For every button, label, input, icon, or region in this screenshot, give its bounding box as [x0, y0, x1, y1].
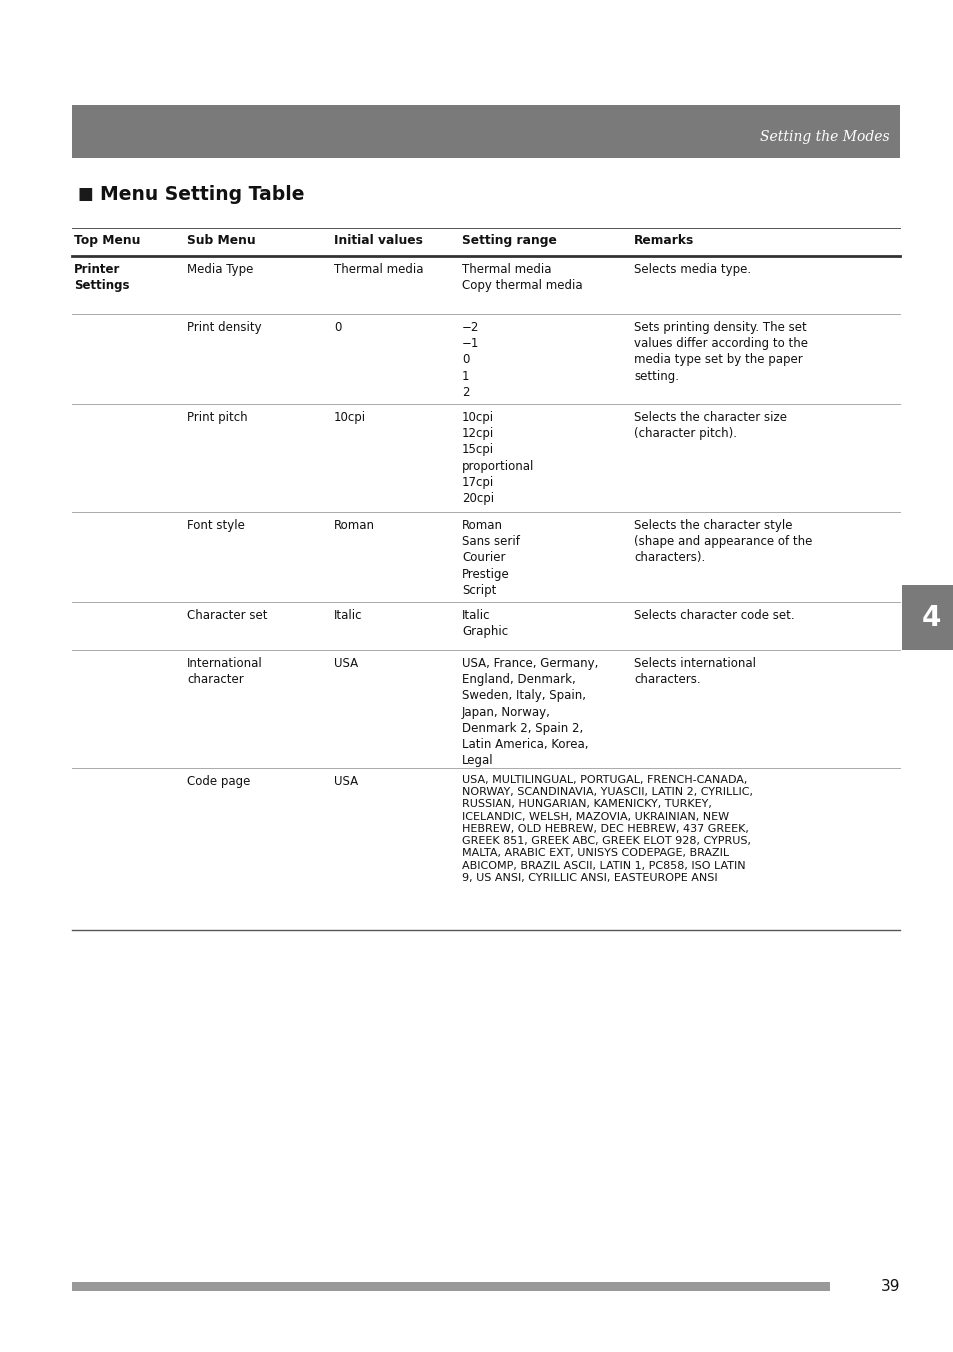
Text: International
character: International character — [187, 657, 262, 685]
Text: Code page: Code page — [187, 775, 250, 788]
Text: Selects international
characters.: Selects international characters. — [634, 657, 755, 687]
Text: Roman
Sans serif
Courier
Prestige
Script: Roman Sans serif Courier Prestige Script — [461, 519, 519, 596]
Text: Setting the Modes: Setting the Modes — [760, 130, 889, 143]
Text: Top Menu: Top Menu — [74, 234, 140, 247]
Text: Selects the character size
(character pitch).: Selects the character size (character pi… — [634, 411, 786, 441]
Text: 0: 0 — [334, 320, 341, 334]
Text: Thermal media: Thermal media — [334, 264, 423, 276]
Text: Remarks: Remarks — [634, 234, 694, 247]
Text: Character set: Character set — [187, 608, 267, 622]
Text: Setting range: Setting range — [461, 234, 557, 247]
Text: 10cpi
12cpi
15cpi
proportional
17cpi
20cpi: 10cpi 12cpi 15cpi proportional 17cpi 20c… — [461, 411, 534, 506]
Text: Font style: Font style — [187, 519, 245, 531]
Bar — [71, 1282, 829, 1291]
Text: Selects the character style
(shape and appearance of the
characters).: Selects the character style (shape and a… — [634, 519, 812, 564]
Text: −2
−1
0
1
2: −2 −1 0 1 2 — [461, 320, 478, 399]
Bar — [71, 105, 899, 158]
Text: 10cpi: 10cpi — [334, 411, 366, 425]
Text: USA, France, Germany,
England, Denmark,
Sweden, Italy, Spain,
Japan, Norway,
Den: USA, France, Germany, England, Denmark, … — [461, 657, 598, 767]
Text: Sets printing density. The set
values differ according to the
media type set by : Sets printing density. The set values di… — [634, 320, 807, 383]
Text: Media Type: Media Type — [187, 264, 253, 276]
Text: 39: 39 — [880, 1279, 899, 1294]
Text: Thermal media
Copy thermal media: Thermal media Copy thermal media — [461, 264, 582, 292]
Text: Italic
Graphic: Italic Graphic — [461, 608, 508, 638]
Text: Roman: Roman — [334, 519, 375, 531]
Text: Print density: Print density — [187, 320, 261, 334]
Text: USA: USA — [334, 775, 357, 788]
Text: USA, MULTILINGUAL, PORTUGAL, FRENCH-CANADA,
NORWAY, SCANDINAVIA, YUASCII, LATIN : USA, MULTILINGUAL, PORTUGAL, FRENCH-CANA… — [461, 775, 752, 883]
Text: Sub Menu: Sub Menu — [187, 234, 255, 247]
Text: Menu Setting Table: Menu Setting Table — [100, 185, 304, 204]
Text: Selects media type.: Selects media type. — [634, 264, 750, 276]
Text: Selects character code set.: Selects character code set. — [634, 608, 794, 622]
Text: Print pitch: Print pitch — [187, 411, 248, 425]
Text: 4: 4 — [921, 603, 940, 631]
Text: ■: ■ — [77, 185, 92, 203]
Text: Italic: Italic — [334, 608, 362, 622]
Text: Initial values: Initial values — [334, 234, 422, 247]
Bar — [901, 585, 953, 650]
Text: USA: USA — [334, 657, 357, 671]
Text: Printer
Settings: Printer Settings — [74, 264, 130, 292]
